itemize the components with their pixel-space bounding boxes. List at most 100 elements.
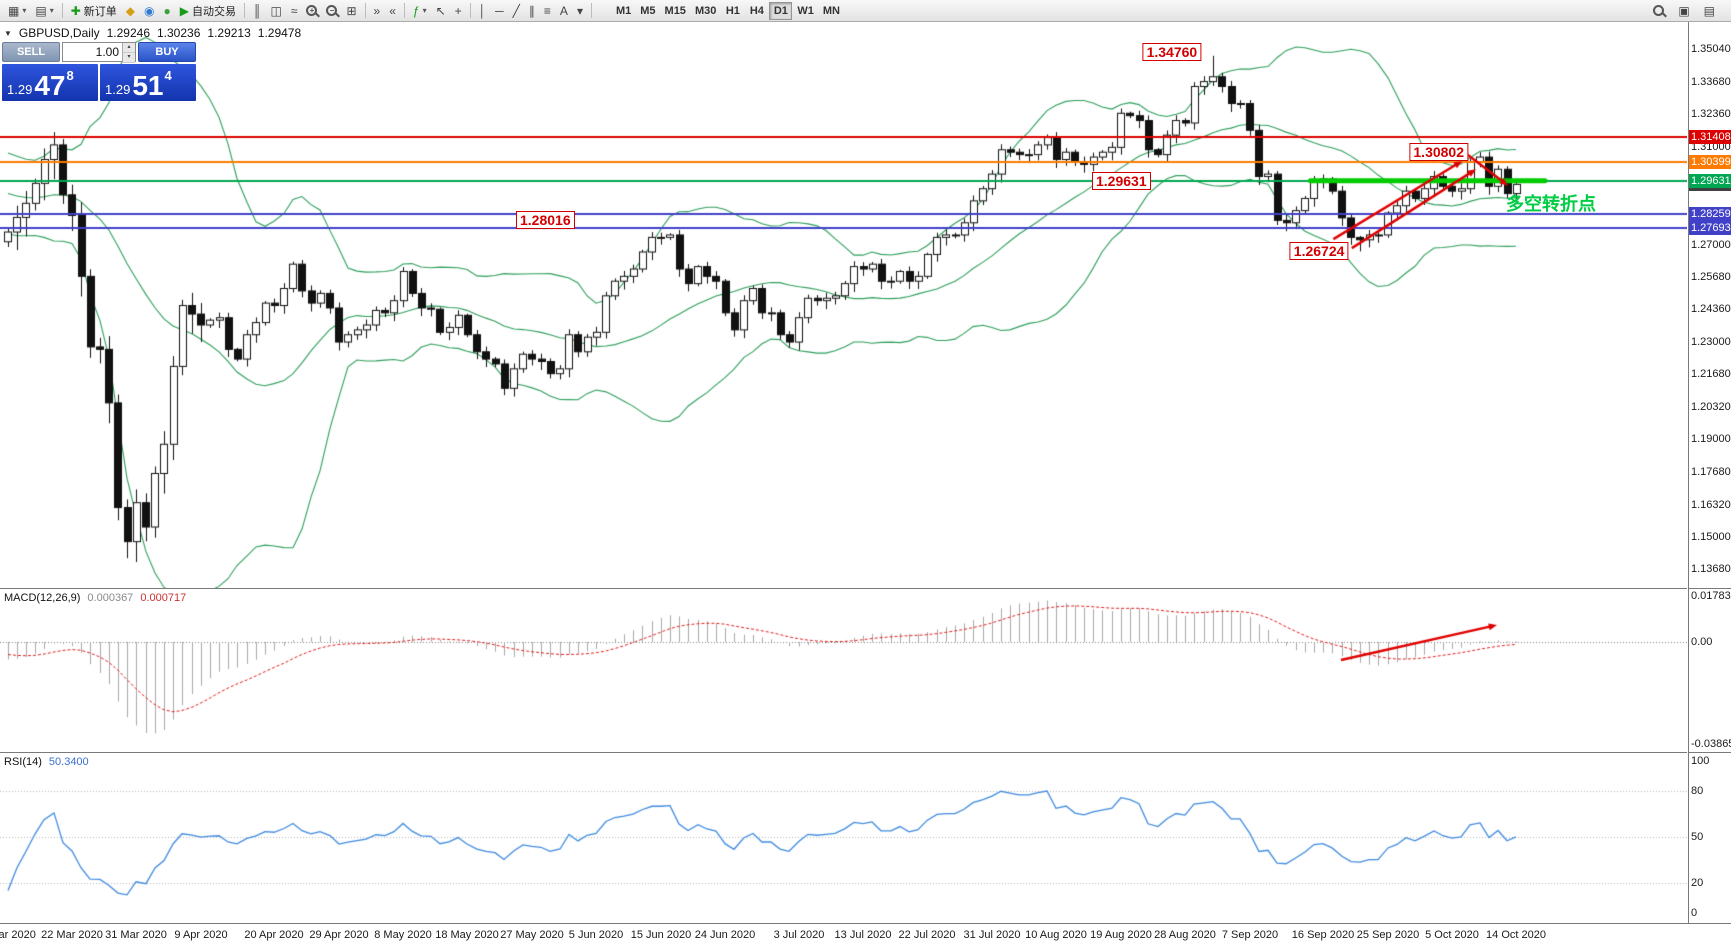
text-button[interactable]: A xyxy=(556,2,572,20)
rsi-tick: 0 xyxy=(1691,907,1698,919)
price-annotation-label[interactable]: 1.26724 xyxy=(1289,242,1349,261)
timeframe-m15-button[interactable]: M15 xyxy=(664,4,686,17)
bar-chart-type-icon: ║ xyxy=(252,3,262,18)
volume-input[interactable]: 1.00 ▴ ▾ xyxy=(62,42,136,63)
sell-button[interactable]: SELL xyxy=(2,42,60,62)
toolbar-separator xyxy=(364,3,366,18)
tile-windows-button[interactable]: ⊞ xyxy=(342,2,360,20)
price-tick: 1.35040 xyxy=(1691,43,1731,55)
date-label: 5 Jun 2020 xyxy=(568,929,624,941)
trendline-icon: ╱ xyxy=(512,3,520,18)
toolbar-separator xyxy=(403,3,405,18)
date-label: 7 Sep 2020 xyxy=(1221,929,1279,941)
new-chart-button[interactable]: ▦ ▾ xyxy=(4,2,30,20)
timeframe-mn-button[interactable]: MN xyxy=(822,4,840,17)
ohlc-high: 1.30236 xyxy=(157,26,201,40)
oneclick-collapse-icon[interactable]: ▼ xyxy=(4,28,12,38)
timeframe-h1-button[interactable]: H1 xyxy=(725,4,740,17)
search-button[interactable] xyxy=(1649,2,1668,20)
macd-price-axis[interactable]: 0.017833 0.00 -0.038659 xyxy=(1688,588,1731,752)
cursor-button[interactable]: ↖ xyxy=(432,2,450,20)
zoom-in-button[interactable]: + xyxy=(302,2,321,20)
autotrading-button[interactable]: ▶ 自动交易 xyxy=(176,2,240,20)
arrows-list-button[interactable]: ▾ xyxy=(573,2,587,20)
bar-chart-type-button[interactable]: ║ xyxy=(249,2,266,20)
line-chart-type-icon: ≈ xyxy=(290,3,298,18)
volume-value[interactable]: 1.00 xyxy=(95,45,119,59)
price-annotation-label[interactable]: 1.34760 xyxy=(1142,42,1202,61)
date-label: 29 Apr 2020 xyxy=(309,929,369,941)
rsi-canvas[interactable] xyxy=(0,753,1687,923)
rsi-price-axis[interactable]: 100 80 50 20 0 xyxy=(1688,752,1731,923)
indicators-icon: ƒ xyxy=(412,3,420,18)
price-annotation-label[interactable]: 1.28016 xyxy=(516,210,575,229)
metaeditor-icon: ◆ xyxy=(125,3,136,18)
crosshair-button[interactable]: + xyxy=(451,2,466,20)
new-order-button[interactable]: ✚ 新订单 xyxy=(67,2,121,20)
horizontal-line-button[interactable]: ─ xyxy=(491,2,508,20)
date-label: 31 Mar 2020 xyxy=(105,929,167,941)
chart-profiles-button[interactable]: ▤ ▾ xyxy=(31,2,57,20)
toolbar-buttons: ▦ ▾ ▤ ▾ ✚ 新订单 ◆ ◉ ● ▶ 自动交易 ║ ◫ ≈ + − ⊞» «ƒ ▾ ↖ + │ ─ ╱ ∥ ≡ A ▾ xyxy=(4,2,595,20)
zoom-in-icon: + xyxy=(306,5,318,16)
rsi-name: RSI(14) xyxy=(4,756,42,768)
price-annotation-label[interactable]: 1.30802 xyxy=(1409,143,1468,162)
chart-header: ▼ GBPUSD,Daily 1.29246 1.30236 1.29213 1… xyxy=(4,26,301,40)
fibonacci-button[interactable]: ≡ xyxy=(540,2,555,20)
window-cascade-button[interactable]: ▣ xyxy=(1674,2,1693,20)
indicators-button[interactable]: ƒ ▾ xyxy=(409,2,431,20)
arrows-list-icon: ▾ xyxy=(576,3,583,18)
candlestick-chart-type-icon: ◫ xyxy=(270,3,282,18)
vertical-line-icon: │ xyxy=(478,3,487,18)
toolbar-separator xyxy=(590,3,592,18)
ohlc-open: 1.29246 xyxy=(106,26,150,40)
search-icon xyxy=(1653,5,1665,16)
price-chart-canvas[interactable] xyxy=(0,22,1687,588)
date-label: 27 May 2020 xyxy=(500,929,564,941)
rsi-tick: 100 xyxy=(1691,755,1710,767)
trendline-button[interactable]: ╱ xyxy=(509,2,524,20)
timeframe-m30-button[interactable]: M30 xyxy=(694,4,717,17)
rsi-tick: 20 xyxy=(1691,876,1704,889)
community-button[interactable]: ● xyxy=(160,2,175,20)
zoom-out-button[interactable]: − xyxy=(322,2,341,20)
timeframe-m1-button[interactable]: M1 xyxy=(615,4,632,17)
toolbar-separator xyxy=(61,3,63,18)
chevron-down-icon: ▾ xyxy=(22,6,27,15)
price-tick: 1.13680 xyxy=(1691,562,1731,575)
ask-price-display[interactable]: 1.29 51 4 xyxy=(100,64,196,101)
timeframe-m5-button[interactable]: M5 xyxy=(640,4,656,17)
macd-tick: 0.00 xyxy=(1691,636,1713,649)
bid-price-display[interactable]: 1.29 47 8 xyxy=(2,64,98,101)
date-label: 22 Jul 2020 xyxy=(898,929,956,941)
ohlc-low: 1.29213 xyxy=(207,26,251,40)
chevron-down-icon: ▾ xyxy=(422,6,427,15)
date-label: 28 Aug 2020 xyxy=(1154,929,1216,941)
buy-button[interactable]: BUY xyxy=(138,42,196,62)
autotrading-button-label: 自动交易 xyxy=(191,5,236,18)
chart-text-note[interactable]: 多空转折点 xyxy=(1506,193,1596,214)
candlestick-chart-type-button[interactable]: ◫ xyxy=(267,2,286,20)
macd-canvas[interactable] xyxy=(0,589,1687,752)
timeframe-h4-button[interactable]: H4 xyxy=(749,4,764,17)
auto-scroll-button[interactable]: » xyxy=(370,2,385,20)
main-price-axis[interactable]: 1.35040 1.33680 1.32360 1.31000 1.27000 1.256… xyxy=(1688,22,1731,588)
chart-shift-button[interactable]: « xyxy=(385,2,400,20)
market-watch-button[interactable]: ◉ xyxy=(140,2,158,20)
channel-button[interactable]: ∥ xyxy=(525,2,539,20)
volume-up-icon[interactable]: ▴ xyxy=(123,43,135,53)
timeframe-w1-button[interactable]: W1 xyxy=(797,4,814,17)
date-label: 14 Oct 2020 xyxy=(1486,929,1546,941)
volume-down-icon[interactable]: ▾ xyxy=(123,53,135,63)
metaeditor-button[interactable]: ◆ xyxy=(122,2,139,20)
window-tile-button[interactable]: ▤ xyxy=(1700,2,1719,20)
timeframe-d1-button[interactable]: D1 xyxy=(769,1,793,20)
date-label: 10 Aug 2020 xyxy=(1025,929,1087,941)
vertical-line-button[interactable]: │ xyxy=(475,2,491,20)
price-tick: 1.21680 xyxy=(1691,368,1731,381)
zoom-out-icon: − xyxy=(326,5,338,16)
price-annotation-label[interactable]: 1.29631 xyxy=(1092,171,1151,190)
line-chart-type-button[interactable]: ≈ xyxy=(287,2,302,20)
text-icon: A xyxy=(559,3,568,18)
